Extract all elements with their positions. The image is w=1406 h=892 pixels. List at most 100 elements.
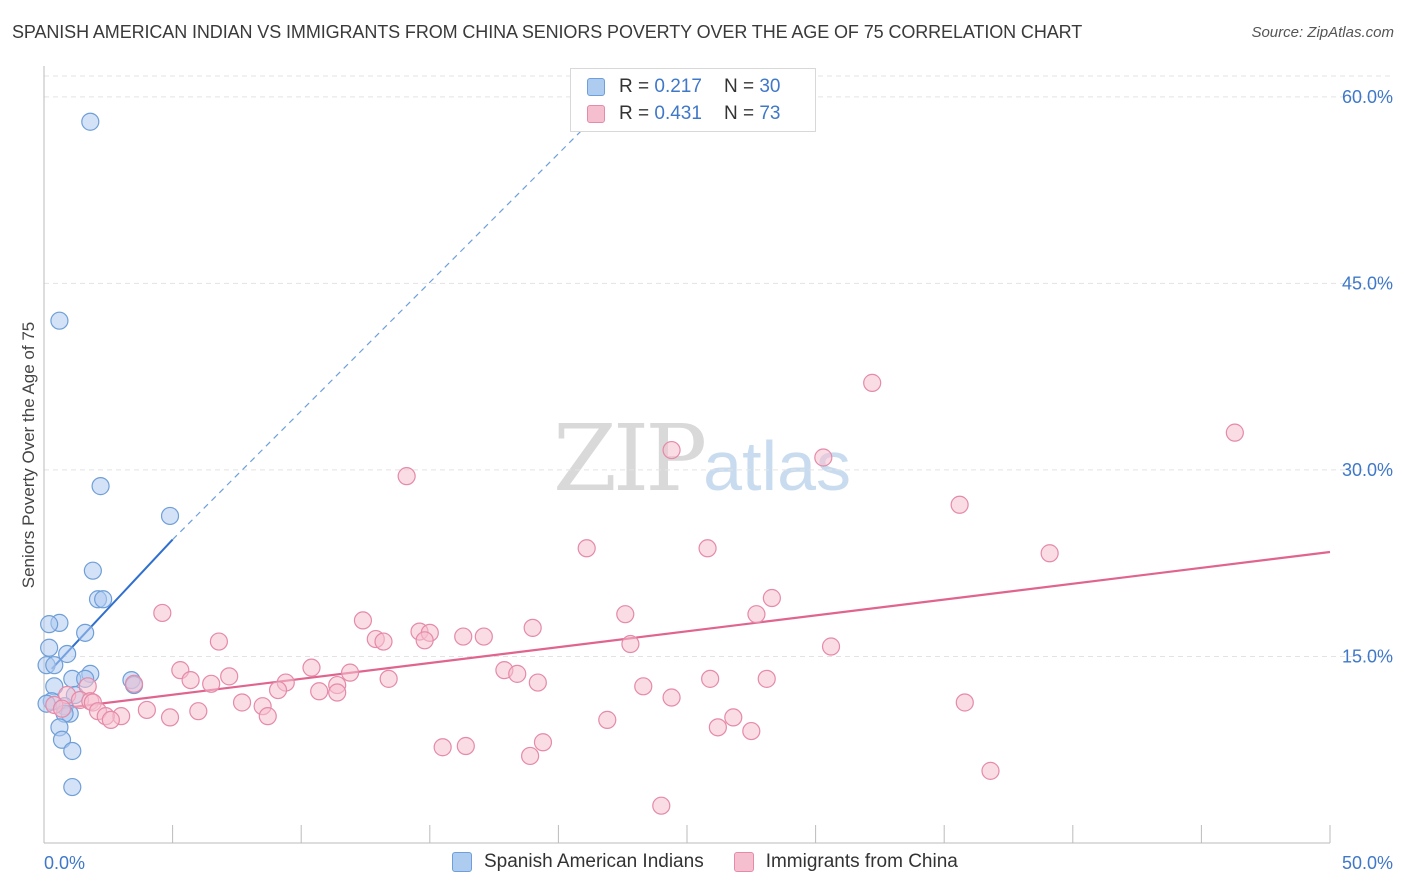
immigrants-from-china-point [232,693,252,712]
immigrants-from-china-point [220,667,239,686]
immigrants-from-china-point [521,746,540,766]
y-tick-label: 45.0% [1342,273,1393,293]
immigrants-from-china-point [742,721,761,741]
immigrants-from-china-point [528,673,547,692]
n-value: 73 [759,103,781,124]
immigrants-from-china-point [1225,423,1244,442]
legend-label: Spanish American Indians [484,851,704,872]
immigrants-from-china-point [456,736,475,756]
spanish-american-indian-point [160,506,180,526]
y-tick-label: 15.0% [1342,646,1393,666]
immigrants-from-china-point [433,738,452,757]
immigrants-from-china-point [950,495,969,514]
y-tick-label: 30.0% [1342,460,1393,480]
spanish-american-indian-point [50,311,69,330]
immigrants-from-china-point [724,708,743,727]
immigrants-from-china-point [202,674,221,693]
chart-title: SPANISH AMERICAN INDIAN VS IMMIGRANTS FR… [12,22,1083,42]
spanish-american-indian-point [83,561,102,580]
spanish-american-indian-point [94,590,113,609]
pink-trend-line [49,550,1331,712]
immigrants-from-china-point [955,693,974,712]
immigrants-from-china-point [814,448,833,467]
r-value: 0.431 [654,103,702,124]
pink-swatch-icon [733,852,754,872]
spanish-american-indian-point [63,741,82,761]
y-tick-label: 60.0% [1342,87,1393,107]
immigrants-from-china-point [374,632,393,651]
immigrants-from-china-point [379,669,398,688]
spanish-american-indian-point [45,656,64,675]
blue-swatch-icon [587,78,605,96]
spanish-american-indian-point [52,730,72,749]
immigrants-from-china-point [153,603,172,623]
source-label: Source: ZipAtlas.com [1251,24,1394,41]
spanish-american-indian-point [40,615,59,634]
immigrants-from-china-point [708,718,727,737]
immigrants-from-china-point [863,373,882,392]
correlation-legend: R = 0.217 N = 30 R = 0.431 N = 73 [570,68,816,132]
pink-swatch-icon [587,105,605,123]
immigrants-from-china-point [662,688,681,707]
immigrants-from-china-point [701,669,720,688]
immigrants-from-china-point [124,674,144,693]
immigrants-from-china-point [616,605,635,624]
immigrants-from-china-point [160,708,180,727]
r-label: R = [619,103,650,124]
legend-item-spanish-american-indians: Spanish American Indians [452,851,704,873]
immigrants-from-china-point [523,618,542,637]
data-points [37,112,1244,815]
immigrants-from-china-point [508,664,527,683]
spanish-american-indian-point [91,477,110,496]
x-tick-label: 50.0% [1342,853,1393,873]
immigrants-from-china-point [258,707,277,726]
watermark-zip: ZIP [553,405,707,512]
x-tick-label: 0.0% [44,853,85,873]
n-value: 30 [759,76,781,97]
tick-labels: 15.0% 30.0% 45.0% 60.0% 0.0% 50.0% [44,87,1393,873]
blue-swatch-icon [452,852,472,872]
immigrants-from-china-point [821,637,841,656]
immigrants-from-china-point [1040,544,1059,563]
immigrants-from-china-point [137,700,156,720]
legend-row-blue: R = 0.217 N = 30 [587,74,780,100]
immigrants-from-china-point [747,605,766,624]
spanish-american-indian-point [81,112,100,131]
immigrants-from-china-point [662,440,681,460]
blue-trend-extension [172,127,585,540]
immigrants-from-china-point [310,682,329,701]
n-label: N = [723,76,755,97]
legend-row-pink: R = 0.431 N = 73 [587,101,780,127]
immigrants-from-china-point [189,702,208,721]
immigrants-from-china-point [577,539,596,558]
immigrants-from-china-point [533,733,553,752]
immigrants-from-china-point [621,634,640,654]
immigrants-from-china-point [762,588,781,608]
immigrants-from-china-point [340,663,360,682]
trend-lines [49,127,1331,712]
immigrants-from-china-point [268,680,288,700]
r-value: 0.217 [654,76,702,97]
immigrants-from-china-point [474,627,493,646]
immigrants-from-china-point [181,670,200,690]
immigrants-from-china-point [52,699,72,718]
legend-label: Immigrants from China [765,851,958,872]
spanish-american-indian-point [63,777,82,797]
immigrants-from-china-point [981,761,1000,780]
immigrants-from-china-point [757,669,776,688]
immigrants-from-china-point [397,467,416,486]
immigrants-from-china-point [698,539,717,558]
series-legend: Spanish American Indians Immigrants from… [452,851,988,873]
immigrants-from-china-point [209,632,228,651]
immigrants-from-china-point [598,710,617,729]
axes [43,66,1331,844]
r-label: R = [619,76,650,97]
immigrants-from-china-point [652,796,671,815]
immigrants-from-china-point [328,683,347,702]
spanish-american-indian-point [40,638,59,657]
spanish-american-indian-point [58,644,77,664]
legend-item-immigrants-from-china: Immigrants from China [733,851,958,873]
spanish-american-indian-point [76,623,95,642]
immigrants-from-china-point [302,658,321,677]
